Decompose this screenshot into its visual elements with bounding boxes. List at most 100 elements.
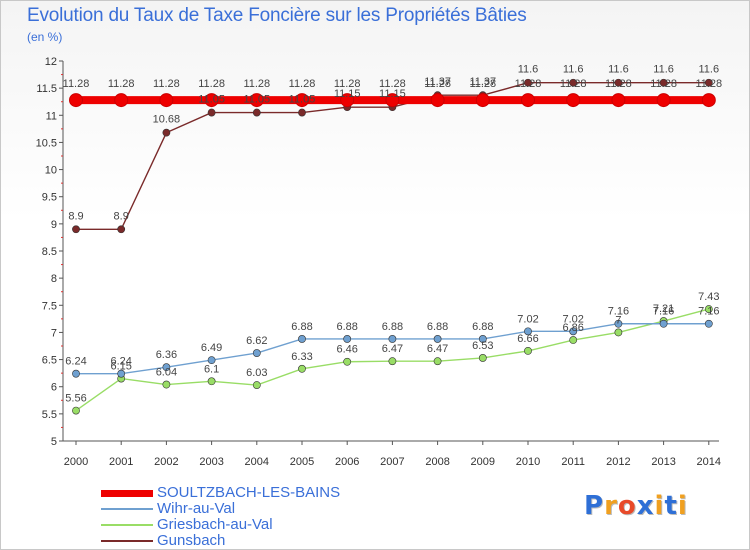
data-label: 6.88: [291, 321, 312, 333]
x-tick-label: 2004: [245, 456, 269, 468]
data-label: 11.05: [198, 94, 225, 106]
data-point-soultzbach-les-bains: [475, 93, 490, 108]
data-point-gunsbach: [252, 108, 261, 117]
data-label: 11.37: [469, 76, 496, 88]
data-point-wihr-au-val: [117, 369, 126, 378]
legend-item: SOULTZBACH-LES-BAINS: [101, 485, 340, 501]
x-tick-label: 2012: [606, 456, 630, 468]
data-point-gunsbach: [207, 108, 216, 117]
data-point-soultzbach-les-bains: [159, 93, 174, 108]
y-tick-label: 7: [51, 327, 57, 339]
data-point-gunsbach: [569, 78, 578, 87]
data-label: 11.28: [469, 78, 496, 90]
y-tick-label: 10.5: [36, 137, 57, 149]
data-label: 11.28: [379, 78, 406, 90]
x-tick-label: 2014: [697, 456, 721, 468]
data-point-soultzbach-les-bains: [249, 93, 264, 108]
y-tick-label: 8.5: [42, 246, 57, 258]
logo-letter: i: [654, 491, 665, 521]
data-point-soultzbach-les-bains: [656, 93, 671, 108]
data-point-gunsbach: [614, 78, 623, 87]
legend-item: Gunsbach: [101, 533, 340, 549]
legend-swatch: [101, 540, 153, 542]
y-tick-label: 11: [46, 110, 57, 122]
data-label: 6.88: [382, 321, 403, 333]
data-point-wihr-au-val: [614, 319, 623, 328]
data-label: 6.24: [110, 356, 131, 368]
data-point-wihr-au-val: [478, 335, 487, 343]
x-tick-label: 2011: [561, 456, 585, 468]
data-label: 7.21: [653, 303, 674, 315]
y-tick-label: 6.5: [42, 355, 57, 367]
data-label: 8.9: [114, 210, 129, 222]
data-label: 11.15: [334, 88, 361, 100]
data-label: 11.28: [153, 78, 180, 90]
data-point-soultzbach-les-bains: [701, 93, 716, 108]
logo-letter: t: [664, 491, 678, 521]
legend-item: Wihr-au-Val: [101, 501, 340, 517]
data-point-griesbach-au-val: [343, 357, 352, 366]
y-tick-label: 8: [51, 273, 57, 285]
data-point-gunsbach: [524, 78, 532, 87]
data-point-wihr-au-val: [704, 319, 713, 328]
y-tick-label: 6: [51, 382, 57, 394]
data-label: 11.15: [379, 88, 406, 100]
x-tick-label: 2003: [199, 456, 223, 468]
legend-label: Gunsbach: [157, 532, 226, 549]
x-tick-label: 2010: [516, 456, 540, 468]
data-label: 11.05: [243, 94, 270, 106]
data-point-griesbach-au-val: [162, 380, 171, 389]
data-label: 6.88: [472, 321, 493, 333]
data-point-soultzbach-les-bains: [566, 93, 581, 108]
data-label: 11.6: [518, 64, 539, 76]
data-label: 11.05: [289, 94, 316, 106]
data-label: 6.66: [517, 333, 538, 345]
data-point-gunsbach: [117, 225, 126, 234]
data-label: 11.28: [560, 78, 587, 90]
data-point-gunsbach: [72, 225, 80, 234]
data-label: 11.28: [289, 78, 316, 90]
data-label: 11.28: [424, 78, 451, 90]
x-tick-label: 2001: [109, 456, 133, 468]
data-point-wihr-au-val: [162, 363, 171, 372]
data-point-griesbach-au-val: [524, 346, 532, 355]
y-tick-label: 11.5: [36, 83, 57, 95]
data-point-wihr-au-val: [298, 335, 306, 343]
data-label: 6.88: [427, 321, 448, 333]
data-label: 6.49: [201, 342, 222, 354]
data-point-gunsbach: [298, 108, 306, 117]
logo-letter: o: [617, 491, 637, 521]
data-point-wihr-au-val: [343, 335, 352, 343]
data-label: 6.86: [562, 322, 583, 334]
y-tick-label: 9: [51, 219, 57, 231]
data-point-griesbach-au-val: [207, 377, 216, 386]
data-label: 11.28: [198, 78, 225, 90]
data-point-wihr-au-val: [433, 335, 442, 343]
data-point-wihr-au-val: [388, 335, 397, 343]
x-tick-label: 2008: [425, 456, 449, 468]
data-point-wihr-au-val: [252, 349, 261, 357]
data-label: 7.02: [517, 313, 538, 325]
x-tick-label: 2009: [471, 456, 495, 468]
data-label: 11.28: [650, 78, 677, 90]
data-label: 5.56: [65, 393, 86, 405]
data-label: 6.46: [336, 344, 357, 356]
logo-letter: x: [636, 491, 655, 521]
proxiti-logo: Proxiti: [584, 491, 688, 521]
legend-swatch: [101, 524, 153, 526]
x-tick-label: 2000: [64, 456, 88, 468]
legend-label: Wihr-au-Val: [157, 500, 236, 517]
y-tick-label: 7.5: [42, 300, 57, 312]
data-point-griesbach-au-val: [478, 354, 487, 362]
data-point-wihr-au-val: [659, 319, 668, 328]
data-point-griesbach-au-val: [72, 406, 80, 415]
data-point-griesbach-au-val: [704, 305, 713, 313]
data-point-soultzbach-les-bains: [204, 93, 219, 108]
x-tick-label: 2005: [290, 456, 314, 468]
legend-label: SOULTZBACH-LES-BAINS: [157, 484, 341, 501]
legend-swatch: [101, 508, 153, 510]
data-label: 6.04: [156, 367, 177, 379]
data-point-soultzbach-les-bains: [114, 93, 129, 108]
